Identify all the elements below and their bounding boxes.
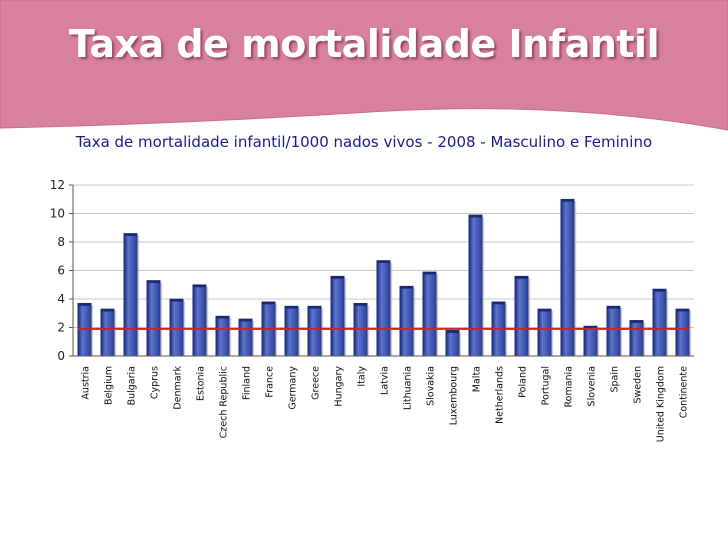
bar-cap <box>629 320 644 323</box>
axes <box>72 185 694 357</box>
x-tick-label: Denmark <box>173 366 184 410</box>
bar-cap <box>215 316 230 319</box>
bar-cap <box>468 214 483 218</box>
bar <box>169 298 184 357</box>
y-tick-label: 12 <box>50 178 65 192</box>
x-tick-label: Slovakia <box>426 366 437 406</box>
x-tick-label: Spain <box>610 366 621 393</box>
x-tick-label: Sweden <box>633 366 644 404</box>
bar-cap <box>422 271 437 275</box>
bar-cap <box>307 306 322 309</box>
bar-cap <box>261 301 276 305</box>
bar-cap <box>100 308 115 312</box>
bar-cap <box>77 303 92 306</box>
x-tick-label: Portugal <box>541 366 552 405</box>
bar <box>675 308 690 357</box>
bar <box>330 275 345 357</box>
bar-cap <box>652 289 667 292</box>
bar-cap <box>537 308 552 312</box>
x-tick-label: Italy <box>357 366 368 387</box>
bar-cap <box>606 306 621 309</box>
y-tick-label: 2 <box>57 321 65 335</box>
bar <box>284 305 299 357</box>
x-tick-label: Continente <box>679 366 690 418</box>
bar <box>606 305 621 357</box>
chart-title: Taxa de mortalidade infantil/1000 nados … <box>75 133 653 151</box>
bar <box>123 233 138 357</box>
bar-cap <box>514 276 529 279</box>
x-tick-label: Estonia <box>196 366 207 401</box>
bar-cap <box>238 318 253 322</box>
bar-cap <box>146 280 161 283</box>
y-tick-label: 6 <box>57 264 65 278</box>
bar <box>100 308 115 357</box>
bar-cap <box>583 326 598 329</box>
x-tick-label: Poland <box>518 366 529 398</box>
bar <box>583 325 598 357</box>
x-tick-label: Hungary <box>334 366 345 407</box>
y-axis-ticks: 0 2 4 6 8 10 12 <box>50 178 73 363</box>
x-tick-label: Czech Republic <box>219 366 230 438</box>
x-tick-label: United Kingdom <box>656 366 667 442</box>
bar <box>238 318 253 357</box>
bar-cap <box>560 199 575 202</box>
bar-cap <box>192 284 207 288</box>
bar <box>307 305 322 357</box>
x-tick-label: Germany <box>288 366 299 410</box>
bar-cap <box>169 299 184 302</box>
bar <box>376 260 391 357</box>
bar <box>215 315 230 357</box>
bar-cap <box>376 260 391 264</box>
bars <box>77 198 692 357</box>
bar <box>629 320 644 357</box>
bar-cap <box>353 303 368 306</box>
x-tick-label: Finland <box>242 366 253 400</box>
x-tick-label: Greece <box>311 366 322 400</box>
y-tick-label: 8 <box>57 235 65 249</box>
bar-cap <box>445 330 460 333</box>
bar <box>146 280 161 357</box>
bar <box>445 330 460 357</box>
y-tick-label: 10 <box>50 207 65 221</box>
bar-cap <box>491 301 506 305</box>
slide-title: Taxa de mortalidade Infantil <box>68 22 660 66</box>
bar <box>652 288 667 357</box>
banner-shape <box>0 0 728 131</box>
title-banner <box>0 0 728 131</box>
bar <box>422 271 437 357</box>
bar-cap <box>123 233 138 236</box>
x-tick-label: Malta <box>472 366 483 392</box>
bar-cap <box>399 286 414 289</box>
x-tick-label: Luxembourg <box>449 366 460 425</box>
x-tick-label: Slovenia <box>587 366 598 406</box>
x-tick-label: Latvia <box>380 366 391 395</box>
bar <box>468 214 483 357</box>
bar <box>560 198 575 357</box>
x-tick-label: Cyprus <box>150 366 161 399</box>
x-tick-label: Lithuania <box>403 366 414 410</box>
bar <box>514 275 529 357</box>
x-tick-label: Romania <box>564 366 575 408</box>
x-axis-labels: Austria Belgium Bulgaria Cyprus Denmark Eston… <box>81 366 690 443</box>
x-tick-label: France <box>265 366 276 398</box>
bar-cap <box>284 306 299 309</box>
bar <box>537 308 552 357</box>
x-tick-label: Austria <box>81 366 92 400</box>
y-tick-label: 4 <box>57 292 65 306</box>
x-tick-label: Bulgaria <box>127 366 138 405</box>
bar-cap <box>330 276 345 279</box>
bar-cap <box>675 308 690 312</box>
bar <box>399 285 414 357</box>
bar <box>192 284 207 357</box>
x-tick-label: Belgium <box>104 366 115 405</box>
y-tick-label: 0 <box>57 349 65 363</box>
x-tick-label: Netherlands <box>495 366 506 424</box>
